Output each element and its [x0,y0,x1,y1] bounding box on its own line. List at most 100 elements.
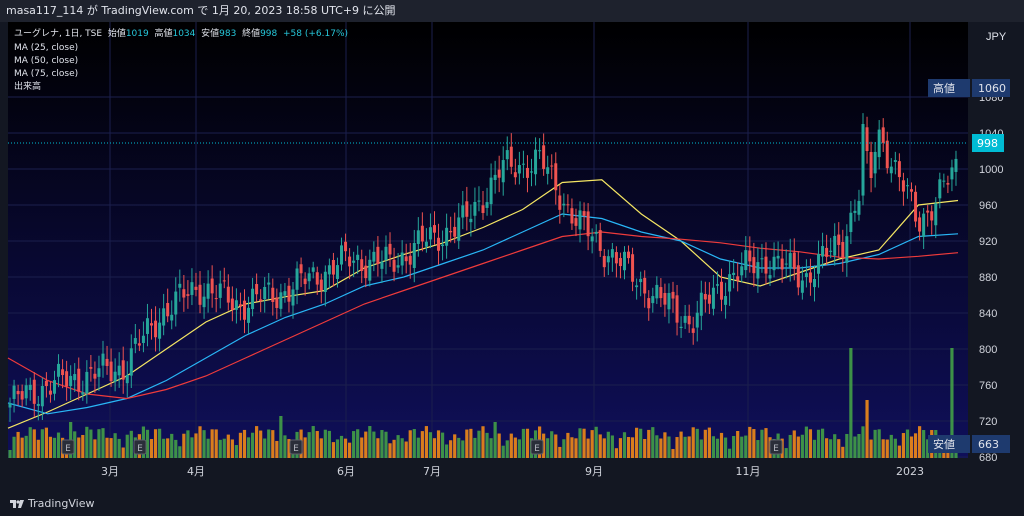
candle [226,274,230,311]
candle [453,212,457,244]
high-tag-label: 高値 [933,81,955,95]
candle [404,243,408,274]
candle [671,281,675,313]
candle [408,242,412,279]
candle [400,240,404,275]
earnings-marker-icon[interactable]: E [769,439,783,455]
candle [194,272,198,297]
candle [728,260,732,306]
candle [631,247,635,292]
candle [166,288,170,323]
earnings-marker-icon[interactable]: E [289,439,303,455]
high-tag-value: 1060 [978,82,1006,95]
legend-high: 1034 [172,29,196,39]
volume-bar [820,428,825,458]
candle [691,316,695,345]
y-tick-label: 760 [979,380,997,392]
legend-volume[interactable]: 出来高 [14,82,42,92]
volume-bar [647,429,651,458]
candle [323,265,327,307]
candle [340,237,344,271]
volume-bar [250,432,255,458]
candle [376,236,380,277]
candle [360,249,364,284]
volume-bar [174,439,178,458]
volume-bar [356,429,360,458]
candle [897,153,901,192]
tradingview-brand[interactable]: TradingView [10,497,94,510]
candle [594,224,598,243]
volume-bar [602,438,606,458]
volume-bar [748,426,752,458]
candle [202,283,206,319]
earnings-marker-icon[interactable]: E [133,439,147,455]
volume-bar [857,434,861,458]
candle [869,141,873,193]
candle [218,270,222,309]
candle [234,288,238,324]
volume-bar [594,426,598,458]
candle [210,265,214,308]
candle [331,252,335,287]
volume-bar [416,437,420,458]
volume-bar [501,445,505,458]
candle [877,120,881,170]
candle [275,288,279,320]
volume-bar [792,430,796,458]
volume-bar [210,429,214,458]
volume-bar [162,438,166,458]
candle [946,175,950,194]
candle [845,224,849,277]
earnings-marker-icon[interactable]: E [530,439,544,455]
volume-bar [509,433,513,458]
legend-ma50[interactable]: MA (50, close) [14,56,79,66]
candle [93,361,97,393]
volume-bar [837,439,841,458]
volume-bar [926,439,930,458]
legend-ma75[interactable]: MA (75, close) [14,69,79,79]
volume-bar [238,432,243,458]
candle [251,277,255,317]
candle [259,289,263,313]
candle [812,265,816,302]
volume-bar [481,426,485,458]
candle [319,273,323,304]
volume-bar [679,431,683,458]
candle [788,238,792,282]
candle [614,246,618,278]
candle [182,275,186,312]
volume-bar [833,434,837,458]
volume-bar [845,433,849,458]
volume-bar [655,435,659,458]
candle [105,345,109,375]
candle [857,189,861,221]
candle [901,172,905,206]
volume-bar [922,430,926,458]
candle [910,182,914,202]
candle [311,261,315,279]
legend-close: 998 [260,29,278,39]
volume-bar [384,431,388,458]
candle [922,208,926,249]
candle [352,251,356,278]
low-tag-value: 663 [978,438,999,451]
earnings-marker-icon[interactable]: E [61,439,75,455]
volume-bar [816,429,821,458]
candle [154,306,158,352]
legend-ma25[interactable]: MA (25, close) [14,43,79,53]
candle [206,270,210,313]
volume-bar [687,436,691,458]
volume-bar [52,437,57,458]
legend-high-label: 高値 [154,29,173,39]
legend-close-label: 終値 [242,29,261,39]
candle [12,379,16,413]
volume-bar [178,446,182,458]
volume-bar [513,437,517,458]
volume-bar [703,429,707,458]
volume-bar [727,448,732,458]
candle [825,234,829,266]
candle [348,248,352,280]
volume-bar [218,439,222,458]
volume-bar [311,426,315,458]
